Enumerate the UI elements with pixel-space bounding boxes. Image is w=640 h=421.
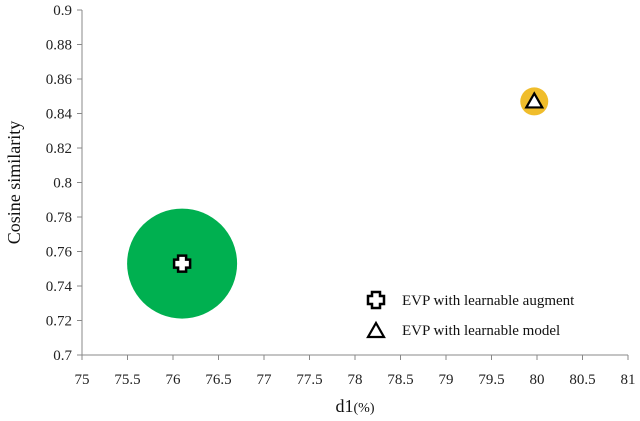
y-axis-title: Cosine similarity: [4, 121, 24, 245]
y-tick-label: 0.84: [46, 107, 73, 123]
legend-cross-icon: [366, 290, 386, 310]
x-tick-label: 79: [439, 372, 454, 388]
x-tick-label: 80: [530, 372, 545, 388]
y-tick-label: 0.72: [46, 314, 72, 330]
x-axis-title-unit: (%): [354, 401, 375, 416]
y-tick-label: 0.78: [46, 210, 72, 226]
y-tick-label: 0.9: [53, 3, 72, 19]
y-tick-label: 0.76: [46, 245, 73, 261]
x-axis-ticks: 75 75.5 76 76.5 77 77.5 78 78.5 79 79.5 80 80.5 81: [75, 355, 636, 388]
x-tick-label: 78.5: [387, 372, 413, 388]
y-tick-label: 0.74: [46, 279, 73, 295]
x-tick-label: 78: [348, 372, 363, 388]
legend-label: EVP with learnable augment: [402, 293, 575, 309]
legend: EVP with learnable augment EVP with learn…: [366, 290, 575, 339]
x-tick-label: 75: [75, 372, 90, 388]
x-tick-label: 80.5: [569, 372, 595, 388]
x-tick-label: 77: [257, 372, 273, 388]
x-tick-label: 76: [166, 372, 182, 388]
y-tick-label: 0.88: [46, 38, 72, 54]
x-tick-label: 79.5: [478, 372, 504, 388]
x-tick-label: 76.5: [205, 372, 231, 388]
y-tick-label: 0.86: [46, 72, 73, 88]
data-points: [127, 87, 549, 319]
y-tick-label: 0.7: [53, 348, 72, 364]
data-point-cross-marker: [172, 254, 192, 273]
x-axis-title: d1(%): [336, 396, 375, 416]
legend-triangle-icon: [366, 320, 386, 339]
x-axis-title-main: d1: [336, 396, 354, 416]
x-tick-label: 81: [621, 372, 636, 388]
y-tick-label: 0.8: [53, 176, 72, 192]
y-tick-label: 0.82: [46, 141, 72, 157]
x-tick-label: 77.5: [296, 372, 322, 388]
legend-label: EVP with learnable model: [402, 323, 560, 339]
y-axis-ticks: 0.7 0.72 0.74 0.76 0.78 0.8 0.82 0.84 0.86 0.88 0.…: [46, 3, 82, 364]
x-tick-label: 75.5: [114, 372, 140, 388]
data-point-triangle-marker: [524, 91, 545, 109]
